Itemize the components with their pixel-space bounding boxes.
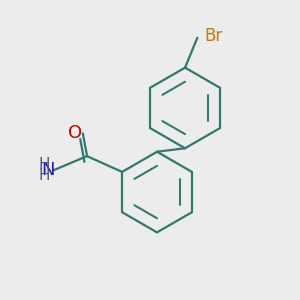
Text: O: O (68, 124, 82, 142)
Text: N: N (41, 161, 54, 179)
Text: H: H (38, 157, 50, 172)
Text: Br: Br (204, 27, 223, 45)
Text: H: H (38, 168, 50, 183)
